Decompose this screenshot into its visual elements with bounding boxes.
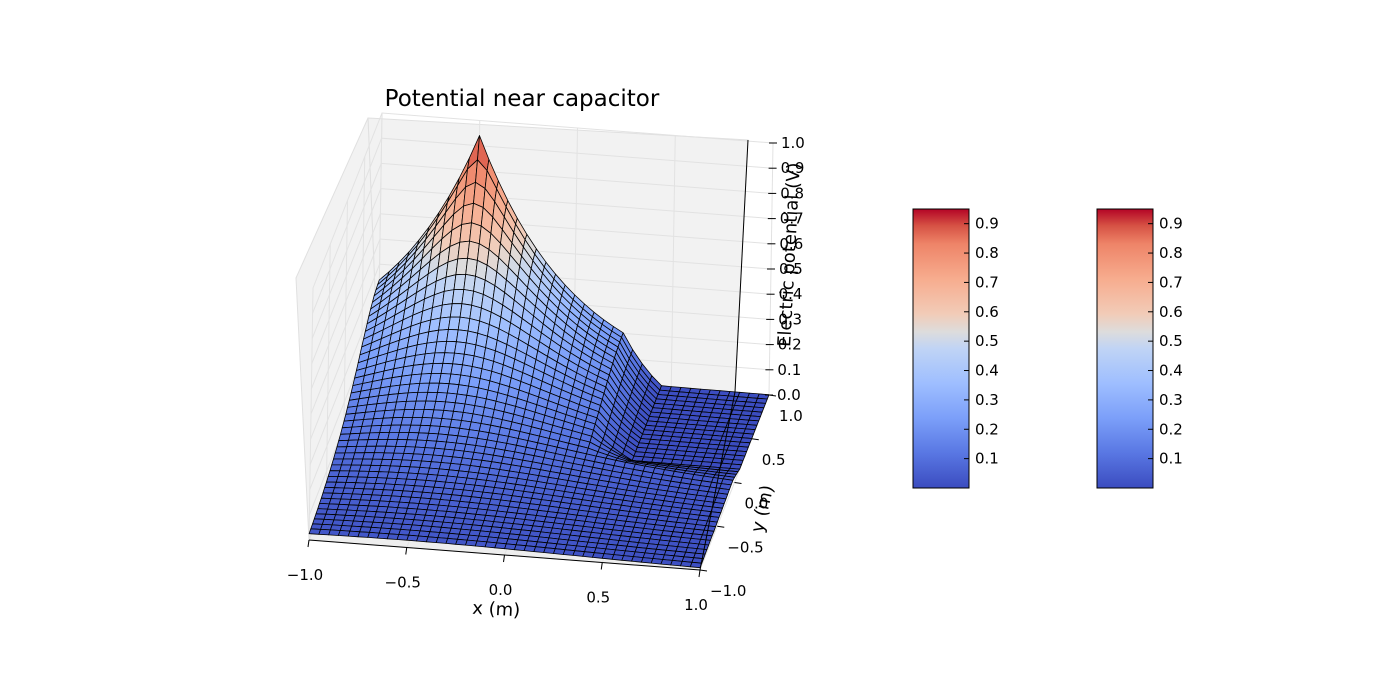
grid-line <box>312 112 774 289</box>
colorbar-tick-label: 0.6 <box>975 303 999 321</box>
colorbar-2-ticks: 0.1 0.2 0.3 0.4 0.5 0.6 0.7 0.8 0.9 <box>1148 215 1183 468</box>
colorbar-tick-label: 0.8 <box>975 244 999 262</box>
y-axis-line <box>699 391 736 571</box>
z-tick-label: 1.0 <box>781 134 805 152</box>
grid-line <box>312 137 773 314</box>
colorbar-1: 0.1 0.2 0.3 0.4 0.5 0.6 0.7 0.8 0.9 <box>912 208 999 489</box>
colorbar-tick-label: 0.7 <box>1159 273 1183 291</box>
colorbar-tick-label: 0.8 <box>1159 244 1183 262</box>
z-tick-label: 0.4 <box>779 285 803 303</box>
colorbar-tick-label: 0.1 <box>1159 450 1183 468</box>
surface-patch <box>689 561 703 569</box>
chart-title: Potential near capacitor <box>385 86 660 112</box>
z-tick-label: 0.2 <box>778 336 802 354</box>
colorbar-tick-label: 0.4 <box>975 362 999 380</box>
colorbar-tick-label: 0.6 <box>1159 303 1183 321</box>
colorbar-2-gradient <box>1096 208 1154 489</box>
z-tick-label: 0.6 <box>779 235 803 253</box>
x-axis-label: x (m) <box>472 598 521 621</box>
z-tick-label: 0.8 <box>780 184 804 202</box>
colorbar-tick-label: 0.9 <box>1159 215 1183 233</box>
surface-plot <box>308 135 770 569</box>
colorbar-tick-label: 0.3 <box>975 391 999 409</box>
colorbar-tick-label: 0.9 <box>975 215 999 233</box>
x-tick-mark <box>307 539 310 548</box>
grid-line <box>310 213 772 389</box>
colorbar-tick-label: 0.5 <box>975 332 999 350</box>
y-tick-label: 1.0 <box>779 407 803 425</box>
x-tick-label: 0.0 <box>489 581 513 599</box>
x-tick-mark <box>405 547 408 555</box>
colorbar-tick-label: 0.4 <box>1159 362 1183 380</box>
axes-3d <box>295 112 774 571</box>
x-tick-mark <box>698 569 701 578</box>
y-tick-mark <box>751 438 759 441</box>
grid-line <box>310 238 772 415</box>
x-tick-label: −1.0 <box>287 566 323 584</box>
z-tick-label: 0.7 <box>780 210 804 228</box>
x-tick-mark <box>503 554 505 563</box>
y-tick-label: 0.0 <box>745 495 769 513</box>
colorbar-tick-label: 0.7 <box>975 273 999 291</box>
z-axis-line <box>734 139 749 393</box>
grid-line <box>311 188 772 364</box>
z-tick-label: 0.3 <box>778 310 802 328</box>
y-tick-label: −1.0 <box>710 582 746 600</box>
x-tick-label: 1.0 <box>684 596 708 614</box>
x-tick-mark <box>600 562 603 570</box>
y-tick-label: −0.5 <box>727 538 763 556</box>
y-axis-label: y (m) <box>747 483 778 534</box>
y-tick-mark <box>734 482 742 484</box>
colorbar-tick-label: 0.3 <box>1159 391 1183 409</box>
colorbar-2: 0.1 0.2 0.3 0.4 0.5 0.6 0.7 0.8 0.9 <box>1096 208 1183 489</box>
z-tick-label: 0.1 <box>777 361 801 379</box>
x-tick-label: 0.5 <box>586 589 610 607</box>
z-tick-label: 0.5 <box>779 260 803 278</box>
y-tick-mark <box>717 525 725 528</box>
y-tick-label: 0.5 <box>762 451 786 469</box>
colorbar-tick-label: 0.2 <box>1159 420 1183 438</box>
z-tick-label: 0.0 <box>777 386 801 404</box>
y-tick-mark <box>699 569 708 572</box>
grid-line <box>310 263 771 440</box>
colorbar-1-ticks: 0.1 0.2 0.3 0.4 0.5 0.6 0.7 0.8 0.9 <box>964 215 999 468</box>
tick-labels: −1.0 −0.5 0.0 0.5 1.0−1.0−0.50.00.51.00.00.1… <box>287 134 805 614</box>
grid-line <box>311 162 773 339</box>
x-tick-label: −0.5 <box>385 574 421 592</box>
colorbar-tick-label: 0.2 <box>975 420 999 438</box>
colorbar-tick-label: 0.1 <box>975 450 999 468</box>
colorbar-1-gradient <box>912 208 970 489</box>
colorbar-tick-label: 0.5 <box>1159 332 1183 350</box>
z-tick-label: 0.9 <box>781 159 805 177</box>
